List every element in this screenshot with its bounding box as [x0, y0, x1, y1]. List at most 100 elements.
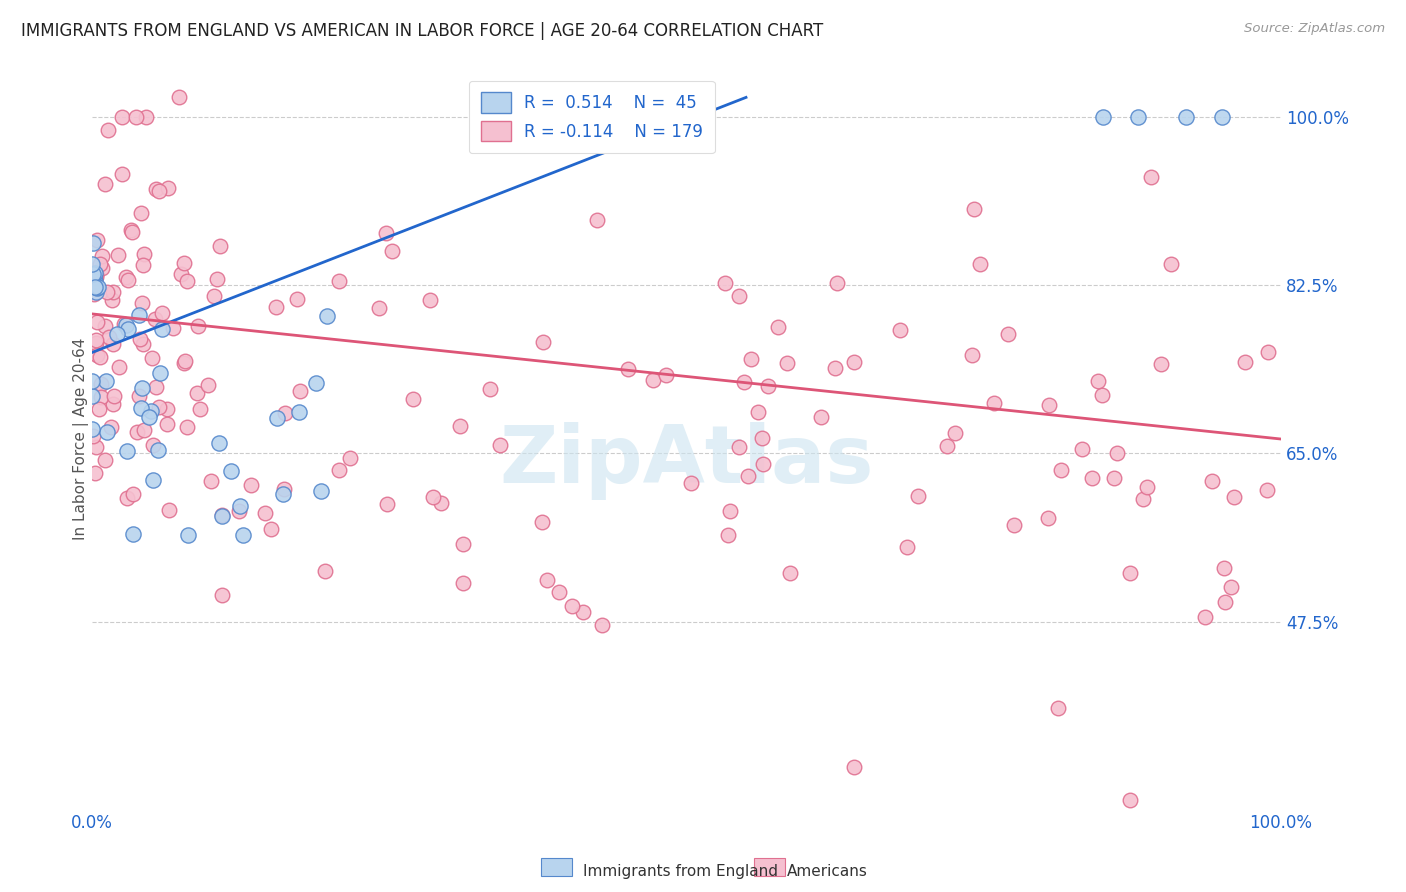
Point	[779, 566, 801, 581]
Point	[751, 431, 773, 445]
Point	[156, 402, 179, 417]
Point	[1036, 511, 1059, 525]
Point	[827, 276, 849, 290]
Point	[82, 389, 104, 403]
Point	[232, 528, 254, 542]
Point	[121, 487, 143, 501]
Point	[86, 233, 108, 247]
Point	[131, 296, 153, 310]
Point	[105, 327, 128, 342]
Point	[84, 336, 107, 351]
Point	[86, 279, 108, 293]
Point	[145, 182, 167, 196]
Point	[132, 247, 155, 261]
Point	[1105, 446, 1128, 460]
Point	[1213, 595, 1236, 609]
Point	[202, 288, 225, 302]
Point	[84, 265, 107, 279]
Point	[1128, 110, 1150, 124]
Point	[1212, 561, 1234, 575]
Legend: R =  0.514    N =  45, R = -0.114    N = 179: R = 0.514 N = 45, R = -0.114 N = 179	[470, 80, 714, 153]
Point	[536, 574, 558, 588]
Point	[173, 353, 195, 368]
Point	[94, 453, 117, 467]
Point	[1174, 110, 1197, 124]
Point	[969, 257, 991, 271]
Point	[273, 483, 295, 497]
Point	[375, 226, 398, 240]
Point	[156, 417, 179, 432]
Point	[1256, 483, 1278, 497]
Point	[94, 319, 117, 334]
Point	[84, 266, 107, 280]
Point	[115, 270, 138, 285]
Point	[141, 351, 163, 366]
Point	[548, 585, 571, 599]
Text: Americans: Americans	[787, 864, 869, 879]
Point	[747, 405, 769, 419]
Point	[91, 249, 114, 263]
Point	[128, 389, 150, 403]
Point	[173, 256, 195, 270]
Point	[758, 378, 780, 392]
Point	[531, 335, 554, 350]
Point	[117, 273, 139, 287]
Point	[177, 528, 200, 542]
Point	[170, 267, 193, 281]
Point	[1050, 463, 1073, 477]
Point	[190, 401, 212, 416]
Point	[96, 285, 118, 299]
Point	[752, 457, 775, 471]
Point	[86, 440, 108, 454]
Point	[209, 239, 232, 253]
Point	[90, 376, 112, 391]
Point	[219, 464, 242, 478]
Point	[96, 425, 118, 439]
Point	[128, 308, 150, 322]
Point	[97, 329, 120, 343]
Point	[82, 375, 104, 389]
Point	[266, 410, 288, 425]
Point	[148, 400, 170, 414]
Point	[139, 404, 162, 418]
Point	[309, 484, 332, 499]
Point	[314, 564, 336, 578]
Text: Source: ZipAtlas.com: Source: ZipAtlas.com	[1244, 22, 1385, 36]
Point	[200, 475, 222, 489]
Point	[146, 443, 169, 458]
Point	[530, 516, 553, 530]
Point	[110, 110, 132, 124]
Point	[97, 123, 120, 137]
Point	[186, 386, 208, 401]
Text: ZipAtlas: ZipAtlas	[499, 422, 873, 500]
Point	[127, 425, 149, 440]
Point	[737, 469, 759, 483]
Point	[107, 359, 129, 374]
Point	[842, 355, 865, 369]
Point	[907, 489, 929, 503]
Point	[1091, 110, 1114, 124]
Point	[145, 379, 167, 393]
Point	[101, 285, 124, 299]
Point	[451, 537, 474, 551]
Point	[1223, 490, 1246, 504]
Point	[1139, 170, 1161, 185]
Point	[449, 419, 471, 434]
Point	[205, 272, 228, 286]
Point	[824, 360, 846, 375]
Point	[111, 167, 134, 181]
Point	[129, 205, 152, 219]
Point	[83, 270, 105, 285]
Point	[229, 499, 252, 513]
Point	[1136, 479, 1159, 493]
Point	[328, 274, 350, 288]
Point	[148, 184, 170, 198]
Point	[129, 401, 152, 416]
Point	[960, 348, 983, 362]
Point	[84, 278, 107, 293]
Point	[935, 439, 957, 453]
Point	[328, 463, 350, 477]
Point	[997, 327, 1019, 342]
Point	[82, 429, 104, 443]
Point	[1091, 388, 1114, 402]
